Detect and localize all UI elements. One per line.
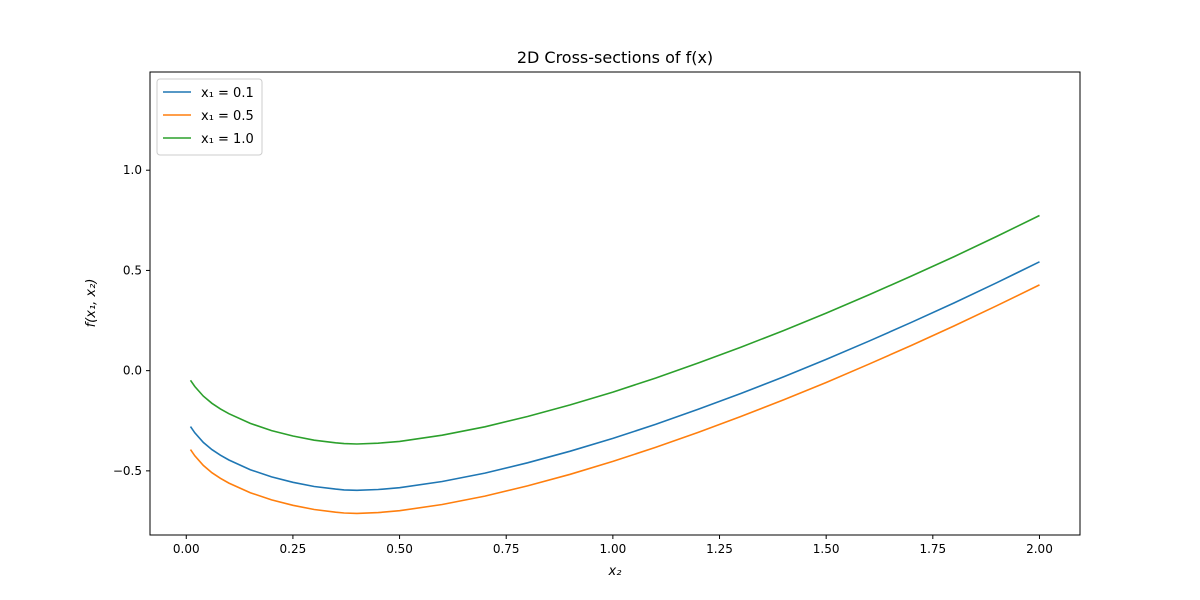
x-tick-label: 1.00 (600, 542, 627, 556)
x-tick-label: 0.50 (386, 542, 413, 556)
series-line-3 (189, 214, 1040, 445)
legend-box (156, 78, 263, 156)
y-tick-label: −0.5 (113, 464, 142, 478)
y-tick-label: 0.0 (123, 364, 142, 378)
x-tick-label: 0.00 (173, 542, 200, 556)
x-ticks: 0.00 0.25 0.50 0.75 1.00 1.25 1.50 1.75 2.00 (173, 535, 1053, 556)
legend: x₁ = 0.1 x₁ = 0.5 x₁ = 1.0 (156, 78, 263, 156)
chart-title: 2D Cross-sections of f(x) (517, 48, 713, 67)
series-line-2 (189, 284, 1040, 515)
x-tick-label: 0.75 (493, 542, 520, 556)
y-axis-label: f(x₁, x₂) (84, 279, 99, 328)
legend-label-2: x₁ = 0.5 (201, 109, 254, 124)
x-tick-label: 0.25 (280, 542, 307, 556)
legend-label-3: x₁ = 1.0 (201, 132, 254, 147)
x-tick-label: 1.75 (919, 542, 946, 556)
plot-area (149, 71, 1081, 536)
series-lines (189, 214, 1040, 515)
x-axis-label: x₂ (608, 564, 622, 579)
y-tick-label: 1.0 (123, 163, 142, 177)
y-ticks: −0.5 0.0 0.5 1.0 (113, 163, 150, 478)
legend-label-1: x₁ = 0.1 (201, 86, 254, 101)
series-line-1 (189, 261, 1040, 492)
x-tick-label: 2.00 (1026, 542, 1053, 556)
y-tick-label: 0.5 (123, 263, 142, 277)
x-tick-label: 1.50 (813, 542, 840, 556)
x-tick-label: 1.25 (706, 542, 733, 556)
